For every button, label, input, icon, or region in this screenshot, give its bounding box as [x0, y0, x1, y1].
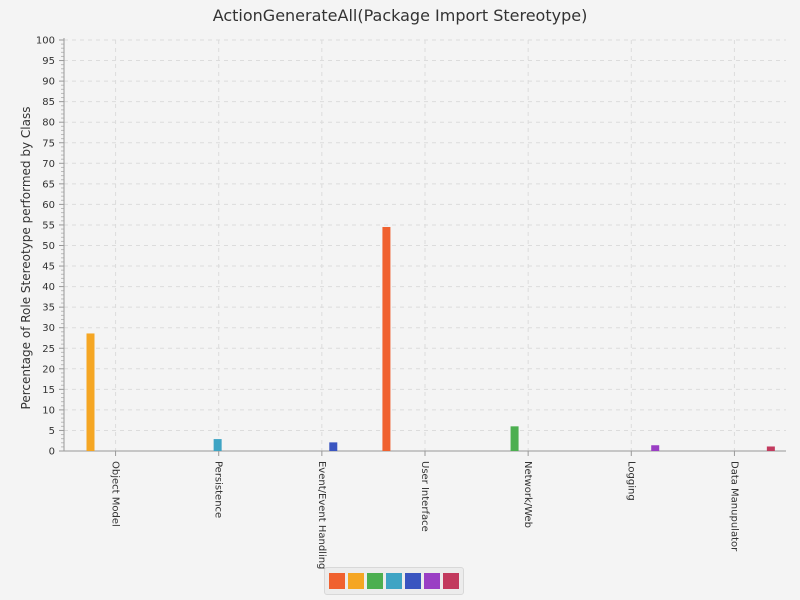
y-tick-label: 60: [42, 200, 55, 211]
x-tick-label: Event/Event Handling: [316, 461, 327, 569]
y-tick-label: 80: [42, 118, 55, 129]
y-tick-label: 85: [42, 97, 55, 108]
y-tick-label: 70: [42, 159, 55, 170]
x-tick-label: Network/Web: [522, 461, 533, 528]
x-tick-label: Logging: [625, 461, 636, 501]
bar: [510, 426, 519, 451]
legend[interactable]: [324, 567, 464, 595]
chart-title: ActionGenerateAll(Package Import Stereot…: [212, 6, 588, 25]
y-tick-label: 40: [42, 282, 55, 293]
bar: [86, 333, 95, 451]
y-tick-label: 90: [42, 77, 55, 88]
y-tick-label: 95: [42, 56, 55, 67]
legend-swatch[interactable]: [405, 573, 421, 589]
y-tick-label: 15: [42, 385, 55, 396]
y-tick-label: 30: [42, 323, 55, 334]
y-tick-label: 5: [49, 426, 55, 437]
y-tick-label: 50: [42, 241, 55, 252]
y-tick-label: 10: [42, 405, 55, 416]
y-tick-label: 25: [42, 344, 55, 355]
bar: [651, 445, 660, 451]
legend-swatch[interactable]: [367, 573, 383, 589]
legend-swatch[interactable]: [329, 573, 345, 589]
y-tick-label: 65: [42, 179, 55, 190]
y-tick-label: 20: [42, 364, 55, 375]
legend-swatch[interactable]: [386, 573, 402, 589]
legend-swatch[interactable]: [443, 573, 459, 589]
bar: [329, 442, 338, 451]
x-tick-label: Persistence: [213, 461, 224, 518]
y-tick-label: 55: [42, 220, 55, 231]
y-tick-label: 35: [42, 303, 55, 314]
y-tick-label: 0: [49, 447, 55, 458]
bar: [382, 227, 391, 451]
bar: [766, 446, 775, 451]
x-tick-label: Data Manupulator: [728, 461, 739, 552]
y-tick-label: 75: [42, 138, 55, 149]
bar: [213, 439, 222, 451]
legend-swatch[interactable]: [348, 573, 364, 589]
x-tick-label: Object Model: [110, 461, 121, 527]
x-tick-label: User Interface: [419, 461, 430, 532]
legend-swatch[interactable]: [424, 573, 440, 589]
y-tick-label: 45: [42, 262, 55, 273]
y-tick-label: 100: [36, 36, 55, 47]
